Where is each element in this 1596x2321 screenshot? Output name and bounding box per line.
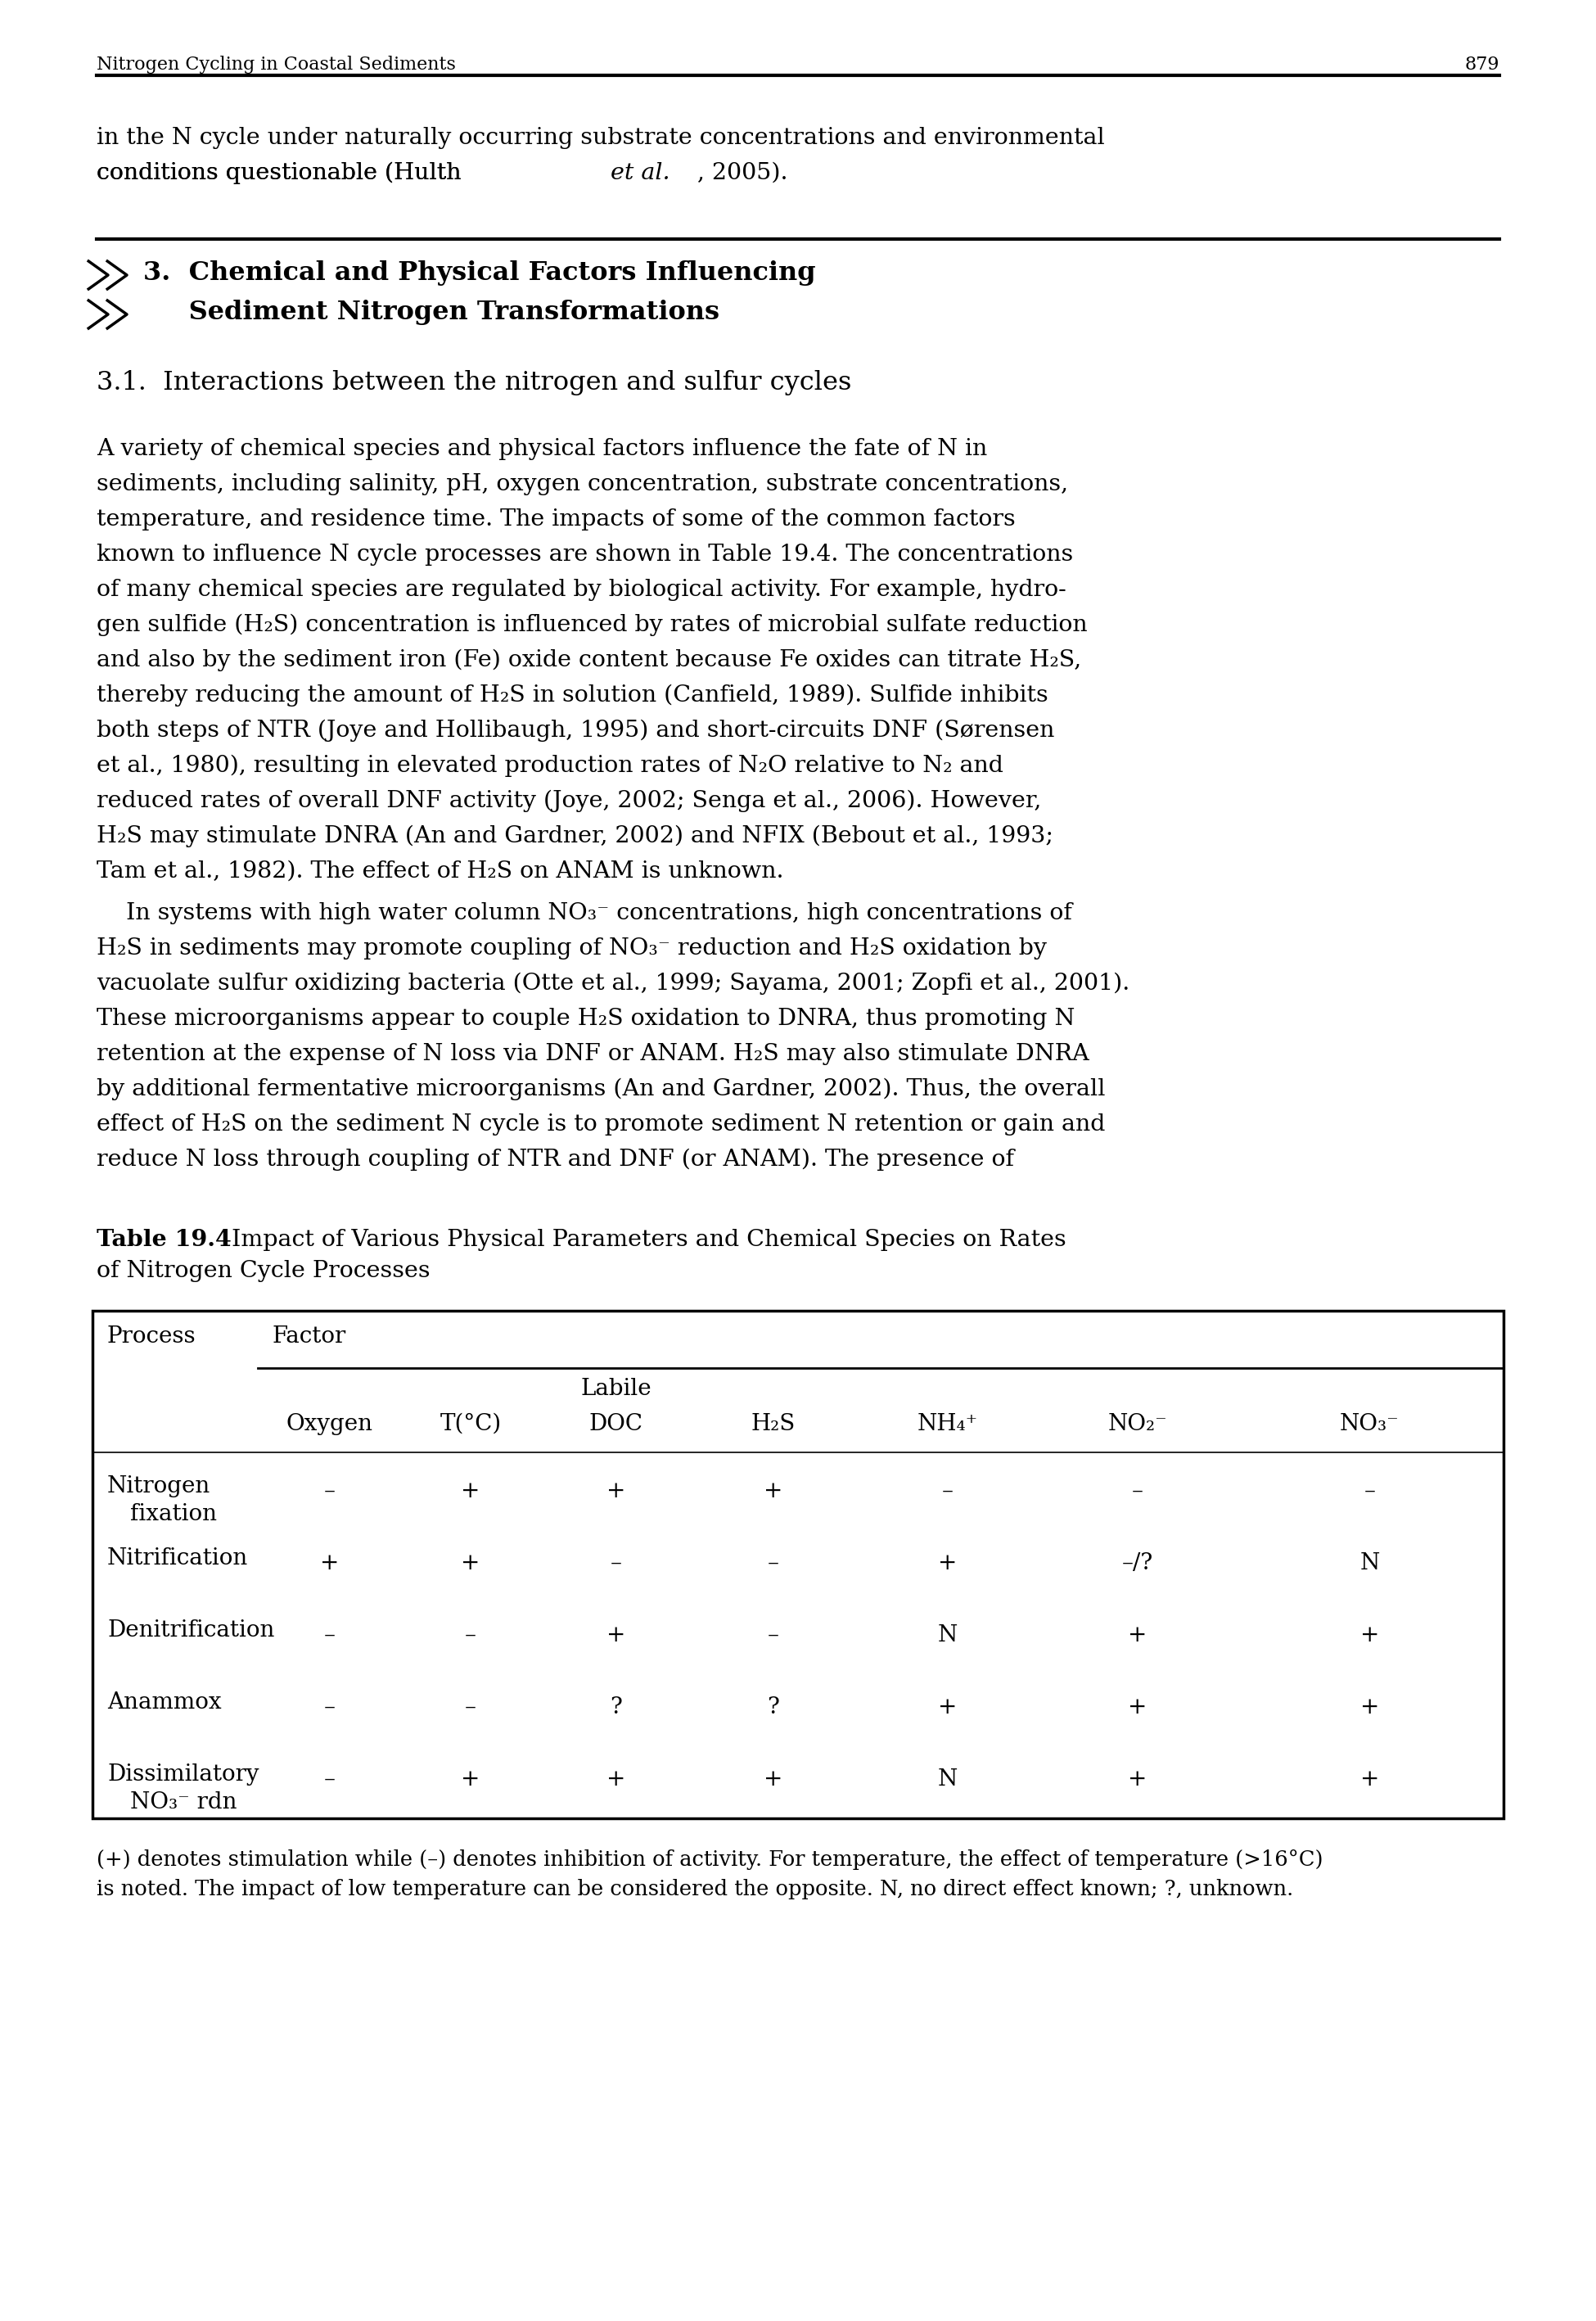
Text: vacuolate sulfur oxidizing bacteria (Otte et al., 1999; Sayama, 2001; Zopfi et a: vacuolate sulfur oxidizing bacteria (Ott… bbox=[97, 972, 1130, 996]
Text: NO₃⁻ rdn: NO₃⁻ rdn bbox=[131, 1792, 236, 1813]
Text: reduced rates of overall DNF activity (Joye, 2002; Senga et al., 2006). However,: reduced rates of overall DNF activity (J… bbox=[97, 789, 1041, 812]
Text: , 2005).: , 2005). bbox=[697, 162, 788, 183]
Text: +: + bbox=[1360, 1625, 1379, 1646]
Text: +: + bbox=[764, 1769, 784, 1789]
Text: both steps of NTR (Joye and Hollibaugh, 1995) and short-circuits DNF (Sørensen: both steps of NTR (Joye and Hollibaugh, … bbox=[97, 720, 1055, 743]
Text: effect of H₂S on the sediment N cycle is to promote sediment N retention or gain: effect of H₂S on the sediment N cycle is… bbox=[97, 1114, 1104, 1135]
Text: retention at the expense of N loss via DNF or ANAM. H₂S may also stimulate DNRA: retention at the expense of N loss via D… bbox=[97, 1042, 1088, 1065]
Text: +: + bbox=[764, 1481, 784, 1502]
Text: of many chemical species are regulated by biological activity. For example, hydr: of many chemical species are regulated b… bbox=[97, 578, 1066, 601]
Text: +: + bbox=[319, 1553, 338, 1574]
Text: thereby reducing the amount of H₂S in solution (Canfield, 1989). Sulfide inhibit: thereby reducing the amount of H₂S in so… bbox=[97, 685, 1049, 708]
Text: –: – bbox=[324, 1625, 335, 1646]
Text: H₂S in sediments may promote coupling of NO₃⁻ reduction and H₂S oxidation by: H₂S in sediments may promote coupling of… bbox=[97, 938, 1047, 959]
Text: +: + bbox=[606, 1769, 626, 1789]
Text: NO₂⁻: NO₂⁻ bbox=[1108, 1413, 1167, 1434]
Text: et al., 1980), resulting in elevated production rates of N₂O relative to N₂ and: et al., 1980), resulting in elevated pro… bbox=[97, 754, 1004, 778]
Text: sediments, including salinity, pH, oxygen concentration, substrate concentration: sediments, including salinity, pH, oxyge… bbox=[97, 473, 1068, 494]
Text: +: + bbox=[1360, 1769, 1379, 1789]
Text: –: – bbox=[1365, 1481, 1376, 1502]
Text: conditions questionable (Hulth: conditions questionable (Hulth bbox=[97, 162, 469, 183]
Bar bbox=[93, 1311, 1503, 1817]
Text: Denitrification: Denitrification bbox=[107, 1620, 275, 1641]
Text: Factor: Factor bbox=[273, 1325, 346, 1349]
Text: in the N cycle under naturally occurring substrate concentrations and environmen: in the N cycle under naturally occurring… bbox=[97, 128, 1104, 149]
Text: +: + bbox=[461, 1481, 480, 1502]
Text: of Nitrogen Cycle Processes: of Nitrogen Cycle Processes bbox=[97, 1260, 431, 1281]
Text: +: + bbox=[1128, 1697, 1148, 1718]
Text: fixation: fixation bbox=[131, 1504, 217, 1525]
Text: +: + bbox=[461, 1553, 480, 1574]
Text: –: – bbox=[464, 1625, 476, 1646]
Text: Process: Process bbox=[107, 1325, 196, 1349]
Text: A variety of chemical species and physical factors influence the fate of N in: A variety of chemical species and physic… bbox=[97, 439, 988, 460]
Text: These microorganisms appear to couple H₂S oxidation to DNRA, thus promoting N: These microorganisms appear to couple H₂… bbox=[97, 1007, 1076, 1031]
Text: T(°C): T(°C) bbox=[440, 1413, 501, 1434]
Text: +: + bbox=[606, 1625, 626, 1646]
Text: +: + bbox=[938, 1553, 958, 1574]
Text: by additional fermentative microorganisms (An and Gardner, 2002). Thus, the over: by additional fermentative microorganism… bbox=[97, 1079, 1106, 1100]
Text: is noted. The impact of low temperature can be considered the opposite. N, no di: is noted. The impact of low temperature … bbox=[97, 1880, 1293, 1899]
Text: ?: ? bbox=[768, 1697, 779, 1718]
Text: reduce N loss through coupling of NTR and DNF (or ANAM). The presence of: reduce N loss through coupling of NTR an… bbox=[97, 1149, 1013, 1172]
Text: NO₃⁻: NO₃⁻ bbox=[1341, 1413, 1400, 1434]
Text: Anammox: Anammox bbox=[107, 1692, 222, 1713]
Text: –/?: –/? bbox=[1122, 1553, 1154, 1574]
Text: Oxygen: Oxygen bbox=[286, 1413, 373, 1434]
Text: N: N bbox=[1360, 1553, 1379, 1574]
Text: H₂S: H₂S bbox=[752, 1413, 796, 1434]
Text: –: – bbox=[324, 1697, 335, 1718]
Text: Table 19.4: Table 19.4 bbox=[97, 1228, 231, 1251]
Text: et al.: et al. bbox=[611, 162, 670, 183]
Text: –: – bbox=[324, 1769, 335, 1789]
Text: Nitrification: Nitrification bbox=[107, 1548, 249, 1569]
Text: Nitrogen Cycling in Coastal Sediments: Nitrogen Cycling in Coastal Sediments bbox=[97, 56, 456, 74]
Text: 3.1.  Interactions between the nitrogen and sulfur cycles: 3.1. Interactions between the nitrogen a… bbox=[97, 369, 852, 395]
Text: known to influence N cycle processes are shown in Table 19.4. The concentrations: known to influence N cycle processes are… bbox=[97, 543, 1073, 566]
Text: ?: ? bbox=[610, 1697, 622, 1718]
Text: –: – bbox=[1132, 1481, 1143, 1502]
Text: Dissimilatory: Dissimilatory bbox=[107, 1764, 259, 1785]
Text: In systems with high water column NO₃⁻ concentrations, high concentrations of: In systems with high water column NO₃⁻ c… bbox=[97, 903, 1073, 924]
Text: –: – bbox=[768, 1553, 779, 1574]
Text: –: – bbox=[324, 1481, 335, 1502]
Text: +: + bbox=[461, 1769, 480, 1789]
Text: conditions questionable (Hulth: conditions questionable (Hulth bbox=[97, 162, 469, 183]
Text: (+) denotes stimulation while (–) denotes inhibition of activity. For temperatur: (+) denotes stimulation while (–) denote… bbox=[97, 1850, 1323, 1871]
Text: H₂S may stimulate DNRA (An and Gardner, 2002) and NFIX (Bebout et al., 1993;: H₂S may stimulate DNRA (An and Gardner, … bbox=[97, 826, 1053, 847]
Text: Tam et al., 1982). The effect of H₂S on ANAM is unknown.: Tam et al., 1982). The effect of H₂S on … bbox=[97, 861, 784, 882]
Text: Sediment Nitrogen Transformations: Sediment Nitrogen Transformations bbox=[144, 299, 720, 325]
Text: +: + bbox=[1360, 1697, 1379, 1718]
Text: Impact of Various Physical Parameters and Chemical Species on Rates: Impact of Various Physical Parameters an… bbox=[209, 1228, 1066, 1251]
Text: and also by the sediment iron (Fe) oxide content because Fe oxides can titrate H: and also by the sediment iron (Fe) oxide… bbox=[97, 650, 1082, 671]
Text: NH₄⁺: NH₄⁺ bbox=[918, 1413, 978, 1434]
Text: +: + bbox=[938, 1697, 958, 1718]
Text: gen sulfide (H₂S) concentration is influenced by rates of microbial sulfate redu: gen sulfide (H₂S) concentration is influ… bbox=[97, 615, 1087, 636]
Text: –: – bbox=[768, 1625, 779, 1646]
Text: Labile: Labile bbox=[581, 1379, 651, 1400]
Text: –: – bbox=[464, 1697, 476, 1718]
Text: 3.  Chemical and Physical Factors Influencing: 3. Chemical and Physical Factors Influen… bbox=[144, 260, 816, 285]
Text: +: + bbox=[1128, 1769, 1148, 1789]
Text: 879: 879 bbox=[1465, 56, 1499, 74]
Text: –: – bbox=[610, 1553, 621, 1574]
Text: N: N bbox=[937, 1769, 958, 1789]
Text: –: – bbox=[942, 1481, 953, 1502]
Text: N: N bbox=[937, 1625, 958, 1646]
Text: Nitrogen: Nitrogen bbox=[107, 1476, 211, 1497]
Text: +: + bbox=[606, 1481, 626, 1502]
Text: +: + bbox=[1128, 1625, 1148, 1646]
Text: DOC: DOC bbox=[589, 1413, 643, 1434]
Text: temperature, and residence time. The impacts of some of the common factors: temperature, and residence time. The imp… bbox=[97, 508, 1015, 532]
